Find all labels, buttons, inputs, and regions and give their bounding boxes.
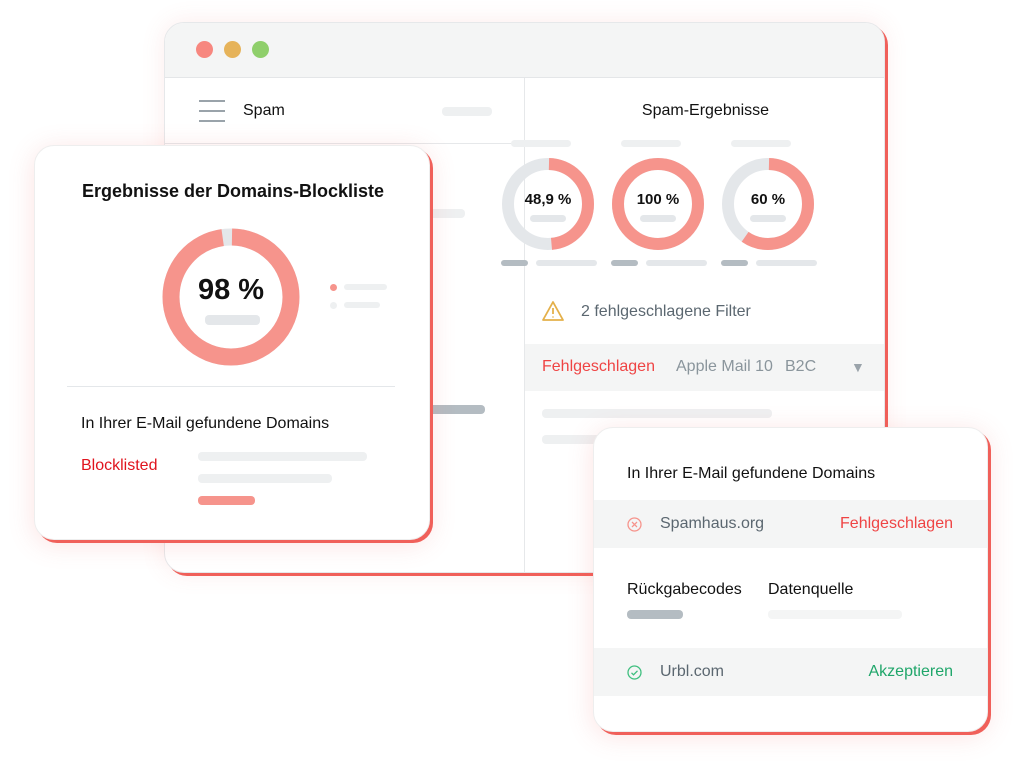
donut-arc: [722, 158, 814, 250]
check-circle-icon: [627, 665, 642, 680]
warning-icon: [542, 301, 564, 321]
spam-donut: [722, 158, 814, 250]
blocklisted-status: Blocklisted: [81, 457, 158, 474]
warning-text: 2 fehlgeschlagene Filter: [581, 303, 751, 320]
x-circle-icon: [627, 517, 642, 532]
domains-title: In Ihrer E-Mail gefundene Domains: [81, 415, 330, 432]
filter-segment: B2C: [785, 358, 817, 375]
return-codes-header: Rückgabecodes: [627, 581, 742, 598]
blocklist-title: Ergebnisse der Domains-Blockliste: [81, 181, 385, 201]
minimize-dot[interactable]: [224, 41, 241, 58]
results-title: Spam-Ergebnisse: [641, 102, 770, 119]
maximize-dot[interactable]: [252, 41, 269, 58]
data-source-header: Datenquelle: [768, 581, 854, 598]
domains-card-title: In Ihrer E-Mail gefundene Domains: [627, 465, 876, 482]
filter-row[interactable]: Fehlgeschlagen Apple Mail 10 B2C ▼: [525, 344, 884, 391]
domain-row[interactable]: Spamhaus.org Fehlgeschlagen: [594, 500, 987, 548]
donut-label: 100 %: [636, 191, 680, 208]
sidebar-title: Spam: [243, 102, 285, 119]
close-dot[interactable]: [196, 41, 213, 58]
blocklist-percent: 98 %: [197, 274, 265, 306]
legend-dot: [330, 302, 337, 309]
hamburger-icon[interactable]: [199, 100, 225, 122]
donut-arc: [502, 158, 594, 250]
domain-status: Fehlgeschlagen: [840, 515, 953, 532]
domains-card: In Ihrer E-Mail gefundene Domains Spamha…: [593, 427, 988, 732]
chevron-down-icon[interactable]: ▼: [851, 359, 865, 375]
filter-client: Apple Mail 10: [676, 358, 773, 375]
blocklist-donut: [162, 228, 300, 366]
domain-status: Akzeptieren: [868, 663, 954, 680]
spam-donut: [502, 158, 594, 250]
legend-dot: [330, 284, 337, 291]
donut-label: 48,9 %: [524, 191, 572, 208]
domain-row[interactable]: Urbl.com Akzeptieren: [594, 648, 987, 696]
title-bar: [165, 23, 884, 78]
spam-donut: [612, 158, 704, 250]
domain-name: Urbl.com: [660, 663, 725, 680]
donut-label: 60 %: [750, 191, 786, 208]
donut-arc: [612, 158, 704, 250]
donut-arc: [162, 228, 300, 366]
filter-status: Fehlgeschlagen: [542, 358, 655, 375]
blocklist-card: Ergebnisse der Domains-Blockliste 98 % I…: [34, 145, 430, 540]
domain-name: Spamhaus.org: [660, 515, 765, 532]
